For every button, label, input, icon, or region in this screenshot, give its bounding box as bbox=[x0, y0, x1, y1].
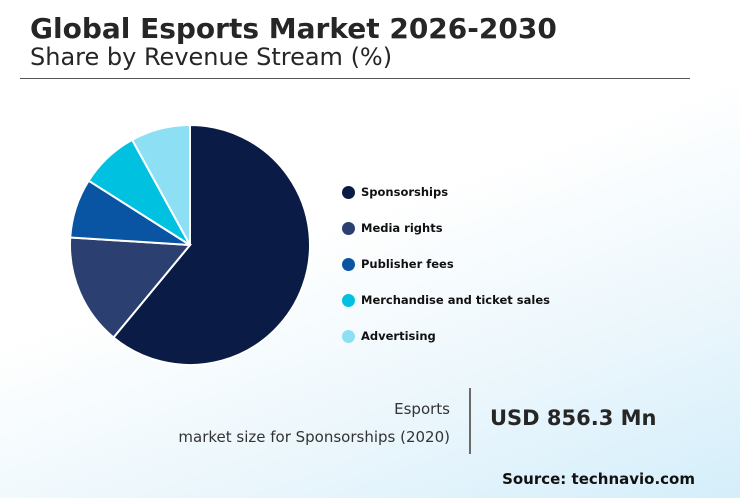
pie-slice-media-rights bbox=[69, 236, 193, 339]
pie-slice-advertising bbox=[130, 123, 191, 246]
title-divider bbox=[20, 78, 690, 79]
legend-swatch bbox=[342, 221, 355, 235]
legend-label: Sponsorships bbox=[361, 185, 449, 199]
legend-item: Sponsorships bbox=[342, 174, 550, 210]
legend-swatch bbox=[342, 293, 355, 307]
stat-divider bbox=[469, 388, 471, 454]
chart-title: Global Esports Market 2026-2030 bbox=[30, 12, 557, 45]
legend-label: Publisher fees bbox=[361, 257, 454, 271]
legend-item: Media rights bbox=[342, 210, 550, 246]
legend-item: Merchandise and ticket sales bbox=[342, 282, 550, 318]
legend-label: Merchandise and ticket sales bbox=[361, 293, 550, 307]
chart-subtitle: Share by Revenue Stream (%) bbox=[30, 43, 393, 71]
legend-label: Media rights bbox=[361, 221, 443, 235]
legend-item: Advertising bbox=[342, 318, 550, 354]
chart-legend: Sponsorships Media rights Publisher fees Me… bbox=[342, 174, 550, 354]
legend-swatch bbox=[342, 185, 355, 199]
stat-label-line2: market size for Sponsorships (2020) bbox=[178, 428, 450, 446]
source-credit: Source: technavio.com bbox=[502, 470, 695, 488]
pie-slice-sponsorships bbox=[112, 123, 311, 366]
stat-value: USD 856.3 Mn bbox=[490, 406, 657, 430]
legend-swatch bbox=[342, 329, 355, 343]
stat-label-line1: Esports bbox=[394, 400, 450, 418]
legend-swatch bbox=[342, 257, 355, 271]
legend-item: Publisher fees bbox=[342, 246, 550, 282]
legend-label: Advertising bbox=[361, 329, 436, 343]
pie-chart bbox=[69, 123, 311, 366]
